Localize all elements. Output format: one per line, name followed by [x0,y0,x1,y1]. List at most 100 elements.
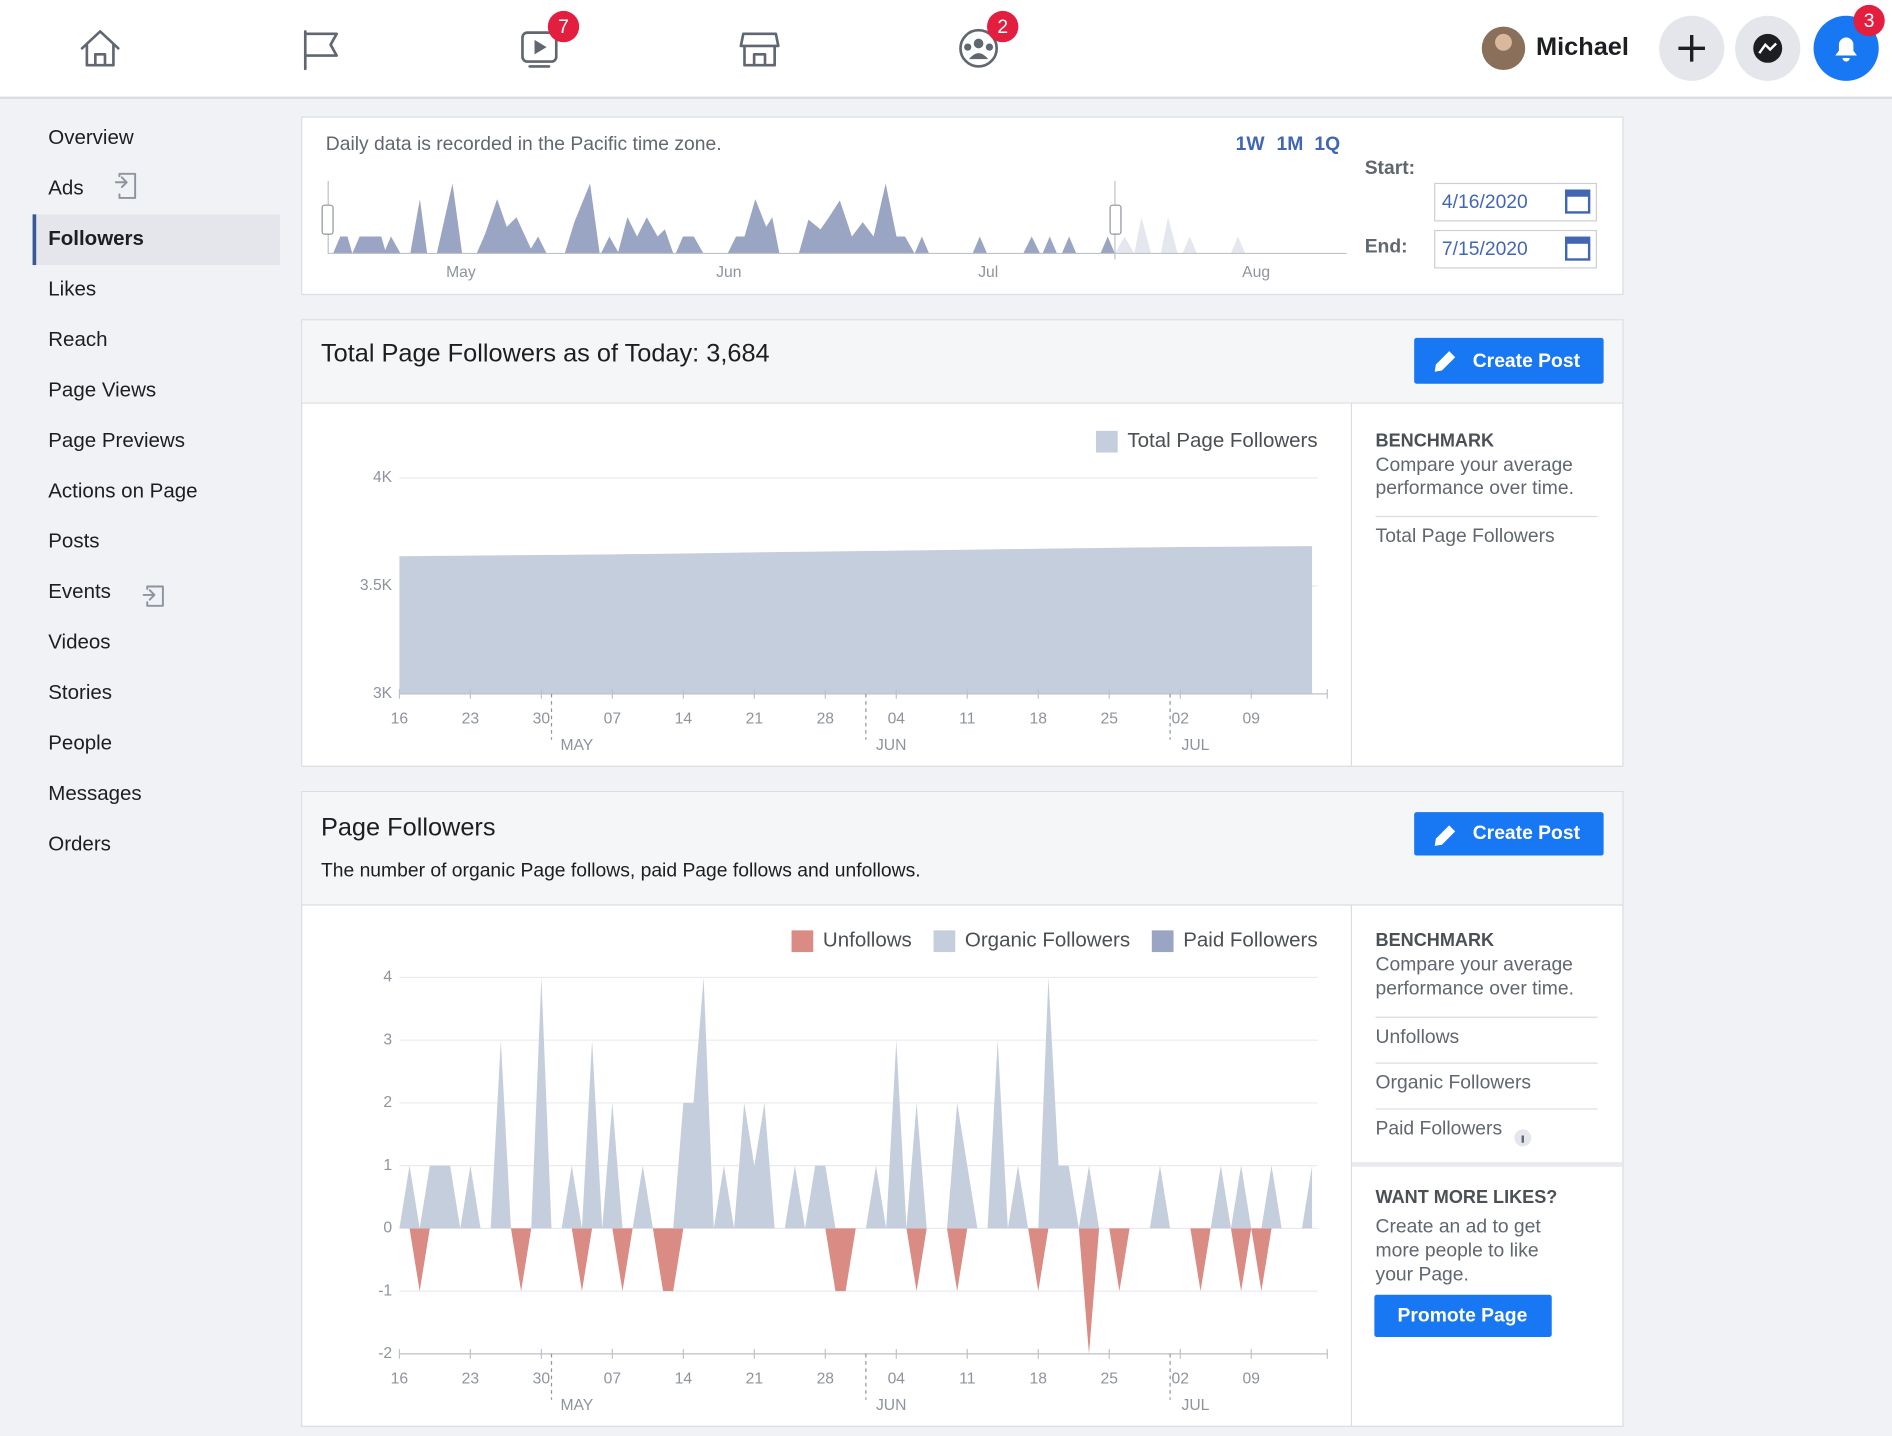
month-label: MAY [560,1397,593,1414]
sidebar-item[interactable]: Posts [48,530,99,553]
panel-header [302,320,1623,403]
x-tick-label: 16 [391,1370,409,1387]
area [399,546,1313,694]
pencil-icon [1434,825,1456,846]
promo-text: your Page. [1376,1265,1469,1286]
legend-label: Unfollows [823,929,912,952]
selected-item-bar [32,214,37,266]
end-label: End: [1365,237,1408,258]
promo-heading: WANT MORE LIKES? [1376,1187,1558,1207]
period-button[interactable]: 1M [1276,134,1303,155]
watch-icon[interactable] [521,31,558,68]
period-button[interactable]: 1Q [1314,134,1340,155]
month-label: JUN [876,737,906,754]
x-tick-label: 07 [604,1370,621,1387]
x-tick-label: 18 [1030,710,1048,727]
pencil-icon [1434,351,1456,372]
legend-label: Paid Followers [1183,929,1317,952]
panel-subtitle: The number of organic Page follows, paid… [321,860,921,881]
create-post-button[interactable] [1414,337,1604,384]
x-tick-label: 30 [533,1370,551,1387]
x-tick-label: 16 [391,710,409,727]
sidebar-item[interactable]: Page Views [48,378,156,401]
x-tick-label: 23 [462,710,480,727]
x-tick-label: 21 [746,710,763,727]
benchmark-metric[interactable]: Unfollows [1376,1027,1460,1048]
sidebar-item[interactable]: Videos [48,631,110,654]
x-tick-label: 21 [746,1370,763,1387]
sidebar-item[interactable]: Followers [48,227,144,250]
benchmark-heading: BENCHMARK [1376,930,1495,950]
selected-item-bg [32,214,280,266]
y-tick-label: -2 [378,1345,392,1362]
panel-title: Total Page Followers as of Today: 3,684 [321,339,770,367]
month-label: JUL [1182,1397,1210,1414]
sidebar-item[interactable]: Orders [48,832,111,855]
top-nav [0,0,1892,97]
x-tick-label: 25 [1101,1370,1119,1387]
y-tick-label: 3 [383,1031,392,1048]
pages-icon[interactable] [303,30,338,71]
sidebar-item[interactable]: Actions on Page [48,479,197,502]
groups-icon[interactable] [959,28,999,68]
month-label: JUL [1182,737,1210,754]
x-tick-label: 09 [1243,1370,1260,1387]
marketplace-icon[interactable] [739,32,780,67]
range-month: Jul [978,264,998,281]
sidebar-item[interactable]: Stories [48,681,112,704]
sidebar-item[interactable]: Ads [48,177,83,200]
x-tick-label: 11 [959,1370,975,1387]
info-icon-mark [1521,1135,1524,1143]
home-icon[interactable] [80,30,120,67]
benchmark-metric[interactable]: Paid Followers [1376,1119,1503,1140]
calendar-icon-top [1566,190,1590,197]
sidebar-item[interactable]: Messages [48,782,141,805]
benchmark-metric[interactable]: Total Page Followers [1376,526,1555,547]
sidebar-item[interactable]: Reach [48,328,107,351]
badge-count: 2 [997,17,1008,38]
x-tick-label: 02 [1172,1370,1189,1387]
promo-text: more people to like [1376,1240,1539,1261]
period-button[interactable]: 1W [1236,134,1266,155]
badge [547,10,580,43]
sidebar-item[interactable]: Likes [48,278,96,301]
button-label: Create Post [1473,351,1581,372]
external-icon [142,585,164,607]
create-post-button[interactable] [1414,812,1604,856]
x-tick-label: 04 [888,710,906,727]
legend-swatch [791,930,814,953]
benchmark-text: Compare your average [1376,954,1573,975]
x-tick-label: 02 [1172,710,1189,727]
promote-page-button[interactable] [1374,1294,1552,1338]
avatar-face [1495,33,1512,51]
end-date: 7/15/2020 [1442,239,1528,260]
sidebar-item[interactable]: Events [48,580,111,603]
benchmark-text: performance over time. [1376,478,1574,499]
x-tick-label: 25 [1101,710,1119,727]
plus-icon [1678,35,1705,62]
sidebar-item[interactable]: People [48,731,112,754]
badge-count: 3 [1864,11,1875,32]
range-handle[interactable] [1109,204,1122,235]
user-name[interactable]: Michael [1536,33,1629,61]
bell-icon [1835,37,1858,62]
range-sparkline-outside [1114,217,1246,254]
area [399,1228,1313,1354]
benchmark-metric[interactable]: Organic Followers [1376,1073,1532,1094]
start-date: 4/16/2020 [1442,192,1528,213]
area [399,977,1313,1229]
range-handle[interactable] [321,204,334,235]
month-label: MAY [560,737,593,754]
range-month: May [446,264,476,281]
y-tick-label: 3K [373,685,393,702]
y-tick-label: 3.5K [360,577,393,594]
x-tick-label: 14 [675,1370,693,1387]
sidebar-item[interactable]: Overview [48,126,134,149]
external-icon [114,172,137,199]
start-label: Start: [1365,158,1415,179]
sidebar-item[interactable]: Page Previews [48,429,185,452]
x-tick-label: 28 [817,710,835,727]
button-label: Promote Page [1398,1306,1528,1327]
